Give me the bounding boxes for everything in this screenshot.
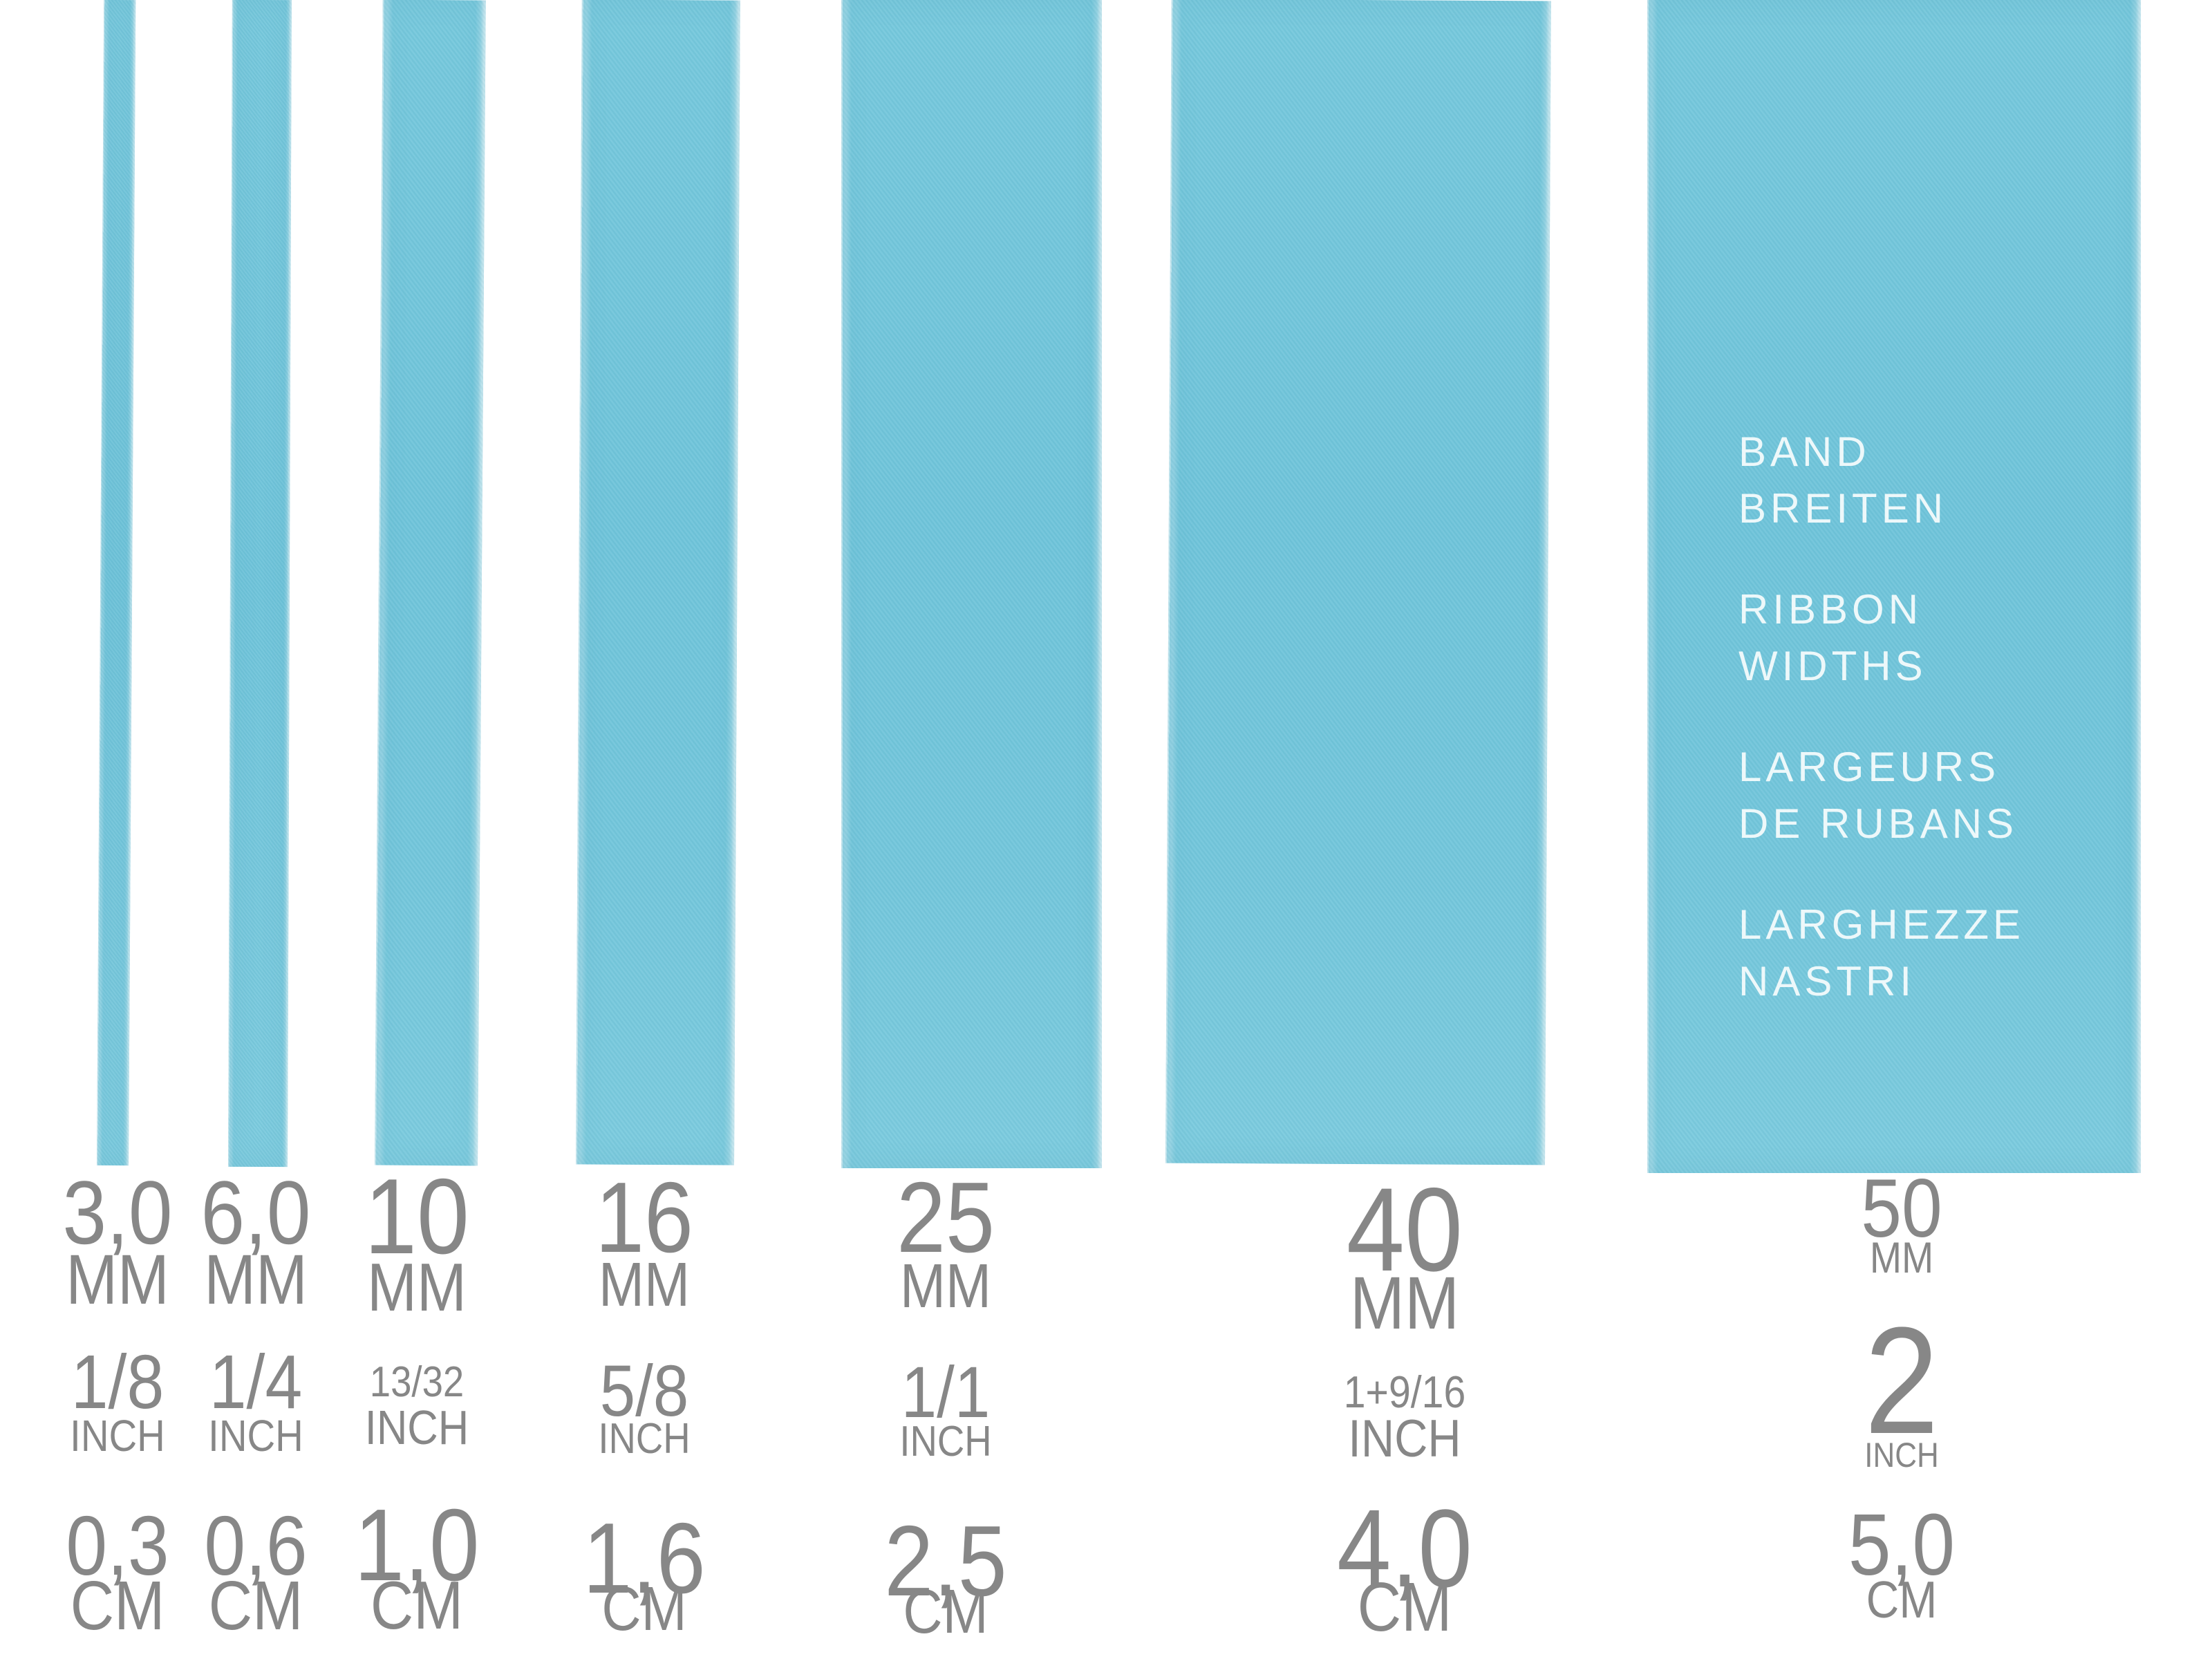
- label-16mm-mm-unit: MM: [599, 1250, 690, 1320]
- title-paragraph-fr: LARGEURS DE RUBANS: [1738, 739, 2025, 852]
- title-line: BAND: [1738, 429, 1871, 475]
- label-40mm-cm-value: 4,0: [1337, 1486, 1472, 1610]
- label-3mm-mm-value: 3,0: [62, 1162, 173, 1263]
- label-50mm-mm-unit: MM: [1869, 1234, 1934, 1282]
- title-line: NASTRI: [1738, 958, 1916, 1004]
- label-25mm-cm-unit: CM: [903, 1577, 988, 1647]
- label-50mm-inch-value: 2: [1864, 1295, 1939, 1465]
- label-10mm-cm-unit: CM: [370, 1567, 464, 1643]
- label-16mm-mm-value: 16: [595, 1161, 693, 1273]
- label-50mm-inch-unit: INCH: [1864, 1436, 1939, 1474]
- label-16mm-cm-value: 1,6: [583, 1502, 706, 1614]
- ribbon-25mm: [841, 0, 1102, 1168]
- label-6mm-mm-value: 6,0: [200, 1162, 311, 1263]
- title-line: WIDTHS: [1738, 643, 1927, 689]
- label-6mm-inch-value: 1/4: [209, 1340, 303, 1425]
- label-6mm-cm-value: 0,6: [204, 1499, 308, 1593]
- label-50mm-cm-value: 5,0: [1848, 1496, 1956, 1593]
- label-25mm-inch-unit: INCH: [899, 1418, 992, 1465]
- label-50mm-mm-value: 50: [1861, 1162, 1942, 1255]
- label-40mm-mm-value: 40: [1346, 1163, 1463, 1296]
- label-16mm-inch-unit: INCH: [598, 1415, 691, 1463]
- label-40mm-inch-value: 1+9/16: [1343, 1367, 1466, 1417]
- label-40mm-inch-unit: INCH: [1348, 1409, 1461, 1468]
- title-line: DE RUBANS: [1738, 800, 2018, 847]
- label-6mm-cm-unit: CM: [208, 1567, 303, 1644]
- label-3mm-inch-value: 1/8: [71, 1340, 165, 1425]
- label-25mm-mm-value: 25: [897, 1161, 995, 1273]
- label-10mm-cm-value: 1,0: [354, 1488, 480, 1602]
- label-40mm-cm-unit: CM: [1357, 1568, 1452, 1646]
- ribbon-10mm: [375, 0, 486, 1166]
- label-16mm-inch-value: 5/8: [599, 1351, 689, 1432]
- label-25mm-inch-value: 1/1: [901, 1352, 991, 1433]
- ribbon-3mm: [97, 0, 136, 1166]
- label-50mm-cm-unit: CM: [1866, 1571, 1938, 1629]
- label-3mm-cm-value: 0,3: [66, 1499, 169, 1593]
- ribbon-widths-title: BAND BREITEN RIBBON WIDTHS LARGEURS DE RUBA…: [1738, 424, 2025, 1054]
- label-16mm-cm-unit: CM: [601, 1575, 687, 1644]
- title-line: RIBBON: [1738, 586, 1923, 632]
- ribbon-6mm: [228, 0, 292, 1168]
- label-10mm-mm-unit: MM: [367, 1249, 467, 1325]
- label-25mm-mm-unit: MM: [900, 1252, 991, 1321]
- title-line: BREITEN: [1738, 485, 1948, 532]
- title-line: LARGHEZZE: [1738, 901, 2025, 948]
- label-25mm-cm-value: 2,5: [884, 1505, 1007, 1617]
- label-3mm-cm-unit: CM: [70, 1567, 165, 1644]
- label-40mm-mm-unit: MM: [1349, 1261, 1460, 1344]
- title-paragraph-en: RIBBON WIDTHS: [1738, 581, 2025, 695]
- ribbon-50mm: BAND BREITEN RIBBON WIDTHS LARGEURS DE RUBA…: [1647, 0, 2141, 1173]
- label-10mm-mm-value: 10: [364, 1156, 469, 1276]
- label-10mm-inch-unit: INCH: [364, 1400, 469, 1454]
- ribbon-16mm: [576, 0, 740, 1165]
- label-10mm-inch-value: 13/32: [369, 1358, 465, 1406]
- label-3mm-mm-unit: MM: [66, 1240, 169, 1319]
- title-paragraph-it: LARGHEZZE NASTRI: [1738, 897, 2025, 1010]
- label-6mm-inch-unit: INCH: [208, 1411, 303, 1461]
- ribbon-40mm: [1165, 0, 1551, 1165]
- label-3mm-inch-unit: INCH: [70, 1411, 165, 1461]
- title-paragraph-de: BAND BREITEN: [1738, 424, 2025, 537]
- label-6mm-mm-unit: MM: [204, 1240, 308, 1319]
- title-line: LARGEURS: [1738, 744, 2000, 790]
